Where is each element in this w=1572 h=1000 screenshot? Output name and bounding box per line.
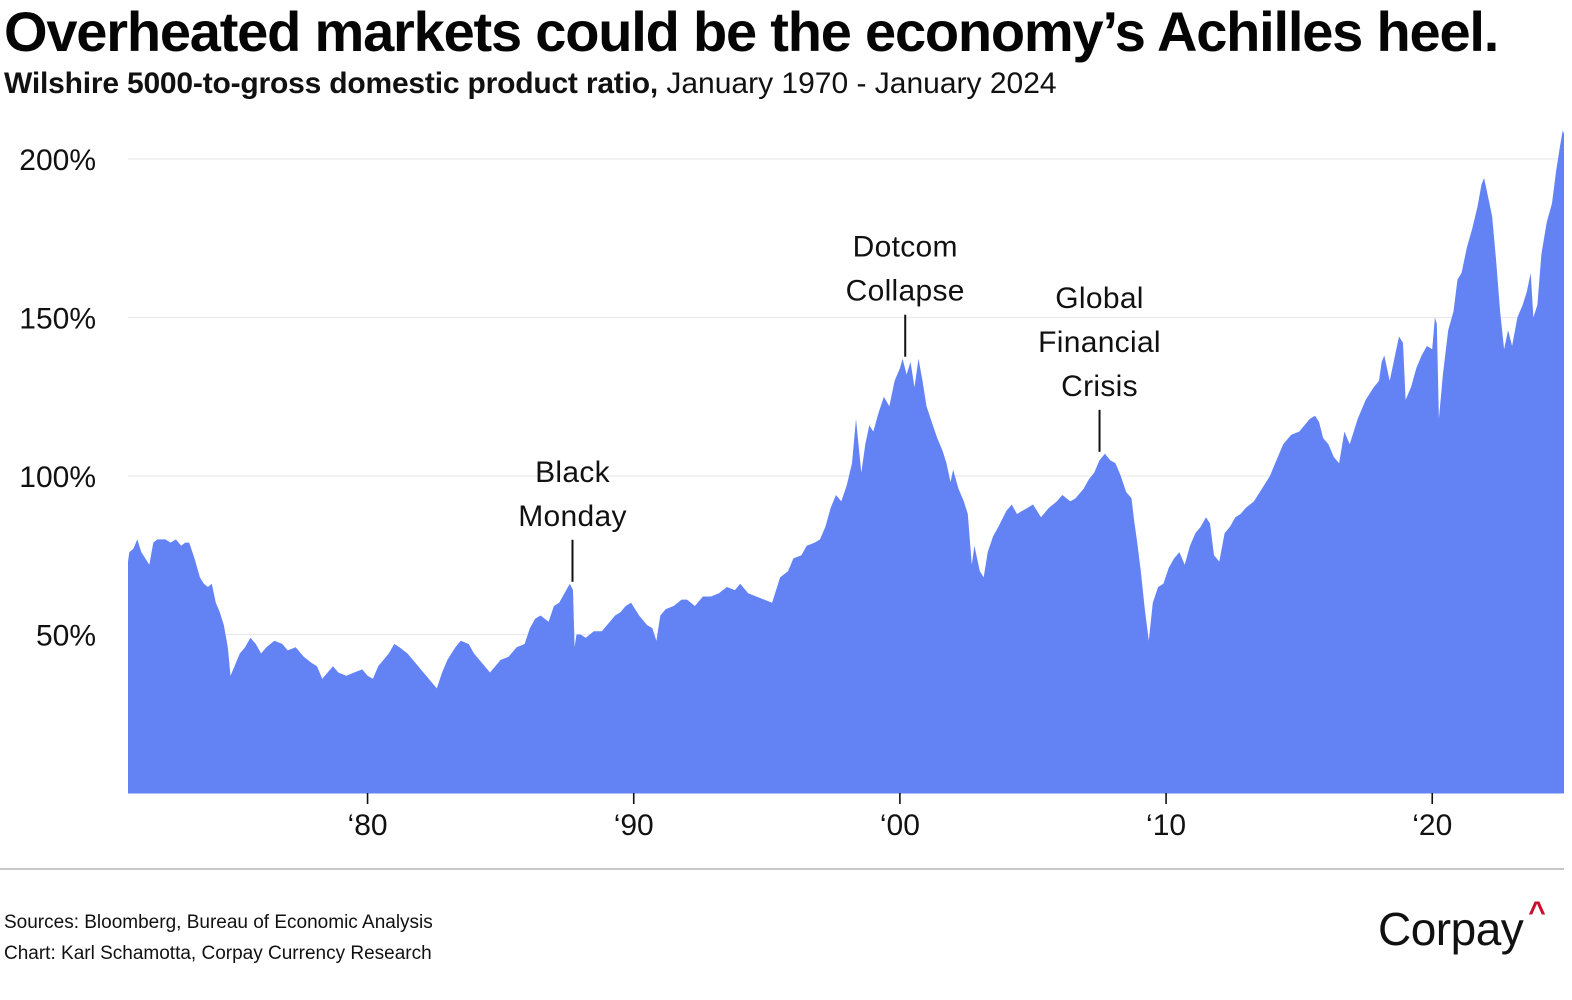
chart-title: Overheated markets could be the economy’… <box>4 0 1499 63</box>
logo-caret-icon: ^ <box>1528 896 1546 929</box>
logo-wordmark: Corpay <box>1378 903 1524 955</box>
x-tick-label: ‘90 <box>614 809 654 842</box>
y-tick-labels: 50% 100% 150% 200% <box>19 144 96 653</box>
x-tick-label: ‘00 <box>880 809 920 842</box>
y-tick-label: 150% <box>19 303 96 336</box>
source-note: Sources: Bloomberg, Bureau of Economic A… <box>4 912 433 933</box>
annotation-black-monday: Black Monday <box>518 456 627 582</box>
y-tick-label: 100% <box>19 461 96 494</box>
annotation-text: Black <box>535 456 611 489</box>
annotations: Black Monday Dotcom Collapse Global Financial… <box>518 231 1161 582</box>
x-tick-label: ‘10 <box>1146 809 1186 842</box>
footer-divider <box>0 868 1564 870</box>
annotation-global-financial-crisis: Global Financial Crisis <box>1038 282 1161 452</box>
subtitle-date-range: January 1970 - January 2024 <box>658 67 1057 100</box>
annotation-text: Monday <box>518 500 627 533</box>
x-tick-label: ‘80 <box>348 809 388 842</box>
chart-subtitle: Wilshire 5000-to-gross domestic product … <box>4 64 1057 104</box>
area-series-wilshire-gdp <box>128 130 1564 793</box>
x-ticks: ‘80 ‘90 ‘00 ‘10 ‘20 <box>348 793 1452 842</box>
annotation-dotcom-collapse: Dotcom Collapse <box>846 231 965 357</box>
annotation-text: Global <box>1055 282 1144 315</box>
annotation-text: Financial <box>1038 326 1161 359</box>
credit-note: Chart: Karl Schamotta, Corpay Currency R… <box>4 943 432 964</box>
y-tick-label: 200% <box>19 144 96 177</box>
x-tick-label: ‘20 <box>1412 809 1452 842</box>
chart-area: 50% 100% 150% 200% ‘80 ‘90 ‘00 ‘10 ‘20 Black Mon… <box>19 130 1564 842</box>
annotation-text: Dotcom <box>853 231 958 264</box>
annotation-text: Crisis <box>1061 370 1138 403</box>
corpay-logo: Corpay ^ <box>1378 896 1546 956</box>
subtitle-series-name: Wilshire 5000-to-gross domestic product … <box>4 67 658 100</box>
y-tick-label: 50% <box>36 620 96 653</box>
annotation-text: Collapse <box>846 275 965 308</box>
